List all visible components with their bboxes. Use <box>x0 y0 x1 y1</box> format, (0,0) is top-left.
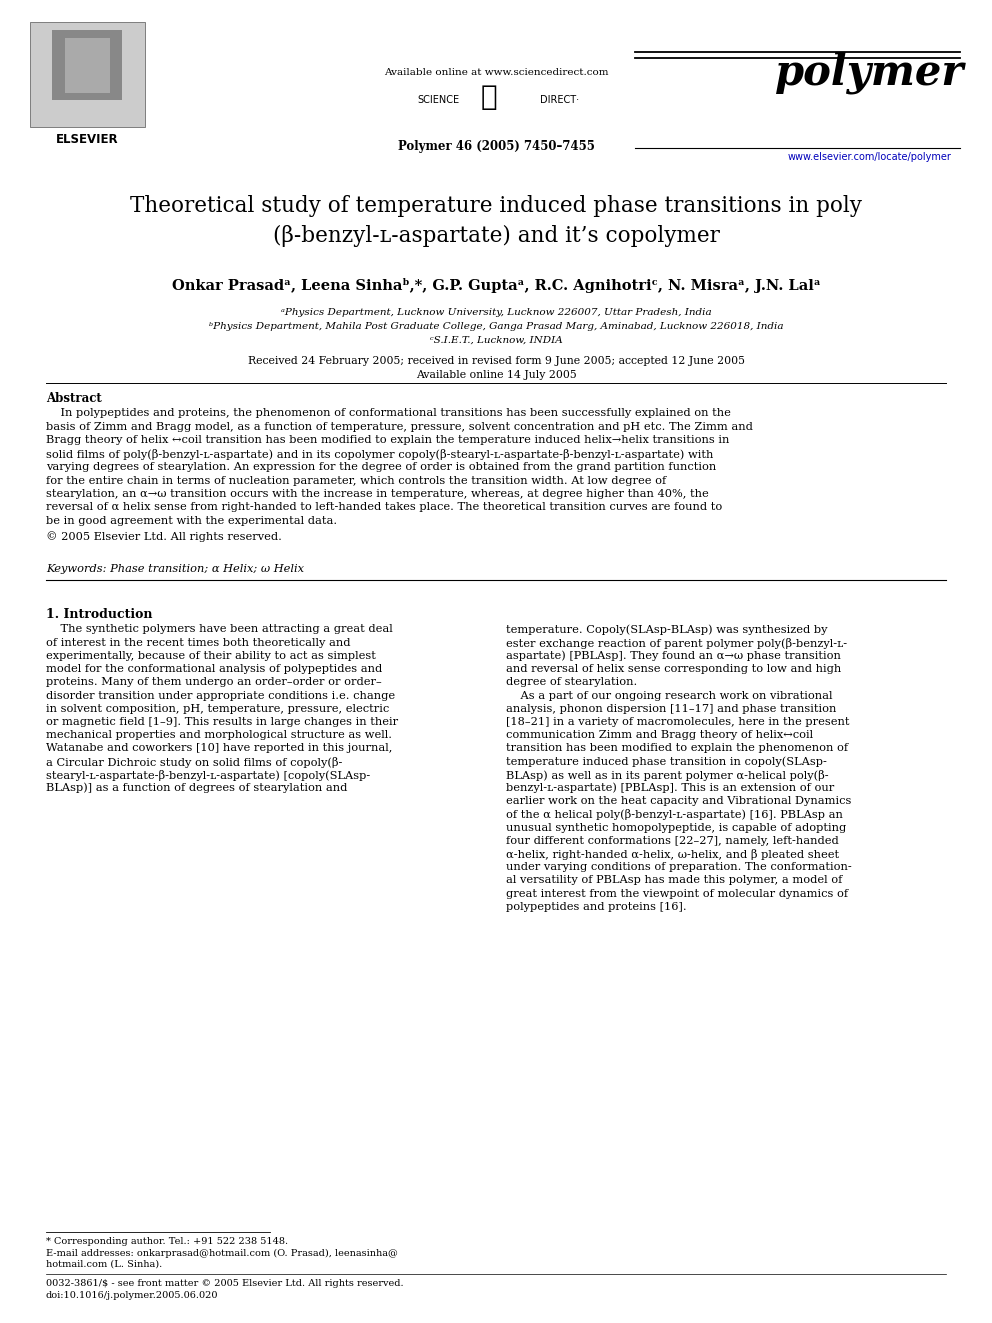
Text: (β-benzyl-ʟ-aspartate) and it’s copolymer: (β-benzyl-ʟ-aspartate) and it’s copolyme… <box>273 225 719 247</box>
Text: mechanical properties and morphological structure as well.: mechanical properties and morphological … <box>46 730 392 740</box>
Text: stearylation, an α→ω transition occurs with the increase in temperature, whereas: stearylation, an α→ω transition occurs w… <box>46 490 708 499</box>
Text: great interest from the viewpoint of molecular dynamics of: great interest from the viewpoint of mol… <box>506 889 848 898</box>
Text: of the α helical poly(β-benzyl-ʟ-aspartate) [16]. PBLAsp an: of the α helical poly(β-benzyl-ʟ-asparta… <box>506 810 843 820</box>
Text: degree of stearylation.: degree of stearylation. <box>506 677 637 688</box>
Text: analysis, phonon dispersion [11–17] and phase transition: analysis, phonon dispersion [11–17] and … <box>506 704 836 713</box>
Text: under varying conditions of preparation. The conformation-: under varying conditions of preparation.… <box>506 863 852 872</box>
Bar <box>65 38 110 93</box>
Text: transition has been modified to explain the phenomenon of: transition has been modified to explain … <box>506 744 848 753</box>
Text: polypeptides and proteins [16].: polypeptides and proteins [16]. <box>506 902 686 912</box>
Text: reversal of α helix sense from right-handed to left-handed takes place. The theo: reversal of α helix sense from right-han… <box>46 503 722 512</box>
Bar <box>52 30 122 101</box>
Text: al versatility of PBLAsp has made this polymer, a model of: al versatility of PBLAsp has made this p… <box>506 876 842 885</box>
Text: BLAsp)] as a function of degrees of stearylation and: BLAsp)] as a function of degrees of stea… <box>46 783 347 794</box>
Text: proteins. Many of them undergo an order–order or order–: proteins. Many of them undergo an order–… <box>46 677 382 688</box>
Text: in solvent composition, pH, temperature, pressure, electric: in solvent composition, pH, temperature,… <box>46 704 389 713</box>
Text: model for the conformational analysis of polypeptides and: model for the conformational analysis of… <box>46 664 382 675</box>
Text: communication Zimm and Bragg theory of helix↔coil: communication Zimm and Bragg theory of h… <box>506 730 813 740</box>
Text: disorder transition under appropriate conditions i.e. change: disorder transition under appropriate co… <box>46 691 395 700</box>
Text: varying degrees of stearylation. An expression for the degree of order is obtain: varying degrees of stearylation. An expr… <box>46 462 716 472</box>
Text: and reversal of helix sense corresponding to low and high: and reversal of helix sense correspondin… <box>506 664 841 675</box>
Text: Bragg theory of helix ↔coil transition has been modified to explain the temperat: Bragg theory of helix ↔coil transition h… <box>46 435 729 445</box>
Text: solid films of poly(β-benzyl-ʟ-aspartate) and in its copolymer copoly(β-stearyl-: solid films of poly(β-benzyl-ʟ-aspartate… <box>46 448 713 459</box>
Text: temperature. Copoly(SLAsp-BLAsp) was synthesized by: temperature. Copoly(SLAsp-BLAsp) was syn… <box>506 624 827 635</box>
Text: Watanabe and coworkers [10] have reported in this journal,: Watanabe and coworkers [10] have reporte… <box>46 744 393 753</box>
Text: Polymer 46 (2005) 7450–7455: Polymer 46 (2005) 7450–7455 <box>398 140 594 153</box>
Text: SCIENCE: SCIENCE <box>418 95 460 105</box>
Text: ᶜS.I.E.T., Lucknow, INDIA: ᶜS.I.E.T., Lucknow, INDIA <box>430 336 562 345</box>
Text: basis of Zimm and Bragg model, as a function of temperature, pressure, solvent c: basis of Zimm and Bragg model, as a func… <box>46 422 753 431</box>
Text: E-mail addresses: onkarprasad@hotmail.com (O. Prasad), leenasinha@: E-mail addresses: onkarprasad@hotmail.co… <box>46 1249 398 1258</box>
Text: [18–21] in a variety of macromolecules, here in the present: [18–21] in a variety of macromolecules, … <box>506 717 849 726</box>
Text: four different conformations [22–27], namely, left-handed: four different conformations [22–27], na… <box>506 836 839 845</box>
Text: Keywords: Phase transition; α Helix; ω Helix: Keywords: Phase transition; α Helix; ω H… <box>46 564 304 573</box>
Text: ᵃPhysics Department, Lucknow University, Lucknow 226007, Uttar Pradesh, India: ᵃPhysics Department, Lucknow University,… <box>281 308 711 318</box>
Text: for the entire chain in terms of nucleation parameter, which controls the transi: for the entire chain in terms of nucleat… <box>46 475 667 486</box>
Text: a Circular Dichroic study on solid films of copoly(β-: a Circular Dichroic study on solid films… <box>46 757 342 767</box>
Text: DIRECT·: DIRECT· <box>540 95 579 105</box>
Text: Available online at www.sciencedirect.com: Available online at www.sciencedirect.co… <box>384 67 608 77</box>
Text: © 2005 Elsevier Ltd. All rights reserved.: © 2005 Elsevier Ltd. All rights reserved… <box>46 532 282 542</box>
Text: earlier work on the heat capacity and Vibrational Dynamics: earlier work on the heat capacity and Vi… <box>506 796 851 806</box>
Text: * Corresponding author. Tel.: +91 522 238 5148.: * Corresponding author. Tel.: +91 522 23… <box>46 1237 288 1246</box>
Text: doi:10.1016/j.polymer.2005.06.020: doi:10.1016/j.polymer.2005.06.020 <box>46 1291 218 1301</box>
Text: of interest in the recent times both theoretically and: of interest in the recent times both the… <box>46 638 350 648</box>
Text: ester exchange reaction of parent polymer poly(β-benzyl-ʟ-: ester exchange reaction of parent polyme… <box>506 638 847 648</box>
Text: Received 24 February 2005; received in revised form 9 June 2005; accepted 12 Jun: Received 24 February 2005; received in r… <box>247 356 745 366</box>
Text: benzyl-ʟ-aspartate) [PBLAsp]. This is an extension of our: benzyl-ʟ-aspartate) [PBLAsp]. This is an… <box>506 783 834 794</box>
Text: In polypeptides and proteins, the phenomenon of conformational transitions has b: In polypeptides and proteins, the phenom… <box>46 407 731 418</box>
Text: 0032-3861/$ - see front matter © 2005 Elsevier Ltd. All rights reserved.: 0032-3861/$ - see front matter © 2005 El… <box>46 1279 404 1289</box>
Text: ⓐ: ⓐ <box>481 83 497 111</box>
Text: Abstract: Abstract <box>46 392 102 405</box>
Text: hotmail.com (L. Sinha).: hotmail.com (L. Sinha). <box>46 1259 163 1269</box>
Text: polymer: polymer <box>776 52 964 94</box>
Text: As a part of our ongoing research work on vibrational: As a part of our ongoing research work o… <box>506 691 832 700</box>
Bar <box>30 22 145 127</box>
Text: ELSEVIER: ELSEVIER <box>56 134 118 146</box>
Text: Theoretical study of temperature induced phase transitions in poly: Theoretical study of temperature induced… <box>130 194 862 217</box>
Text: Available online 14 July 2005: Available online 14 July 2005 <box>416 370 576 380</box>
Text: experimentally, because of their ability to act as simplest: experimentally, because of their ability… <box>46 651 376 662</box>
Text: www.elsevier.com/locate/polymer: www.elsevier.com/locate/polymer <box>788 152 952 161</box>
Text: ᵇPhysics Department, Mahila Post Graduate College, Ganga Prasad Marg, Aminabad, : ᵇPhysics Department, Mahila Post Graduat… <box>208 321 784 331</box>
Text: Onkar Prasadᵃ, Leena Sinhaᵇ,*, G.P. Guptaᵃ, R.C. Agnihotriᶜ, N. Misraᵃ, J.N. Lal: Onkar Prasadᵃ, Leena Sinhaᵇ,*, G.P. Gupt… <box>172 278 820 292</box>
Text: BLAsp) as well as in its parent polymer α-helical poly(β-: BLAsp) as well as in its parent polymer … <box>506 770 828 781</box>
Text: unusual synthetic homopolypeptide, is capable of adopting: unusual synthetic homopolypeptide, is ca… <box>506 823 846 832</box>
Text: or magnetic field [1–9]. This results in large changes in their: or magnetic field [1–9]. This results in… <box>46 717 398 726</box>
Text: temperature induced phase transition in copoly(SLAsp-: temperature induced phase transition in … <box>506 757 827 767</box>
Text: be in good agreement with the experimental data.: be in good agreement with the experiment… <box>46 516 337 527</box>
Text: 1. Introduction: 1. Introduction <box>46 607 153 620</box>
Text: stearyl-ʟ-aspartate-β-benzyl-ʟ-aspartate) [copoly(SLAsp-: stearyl-ʟ-aspartate-β-benzyl-ʟ-aspartate… <box>46 770 370 781</box>
Text: aspartate) [PBLAsp]. They found an α→ω phase transition: aspartate) [PBLAsp]. They found an α→ω p… <box>506 651 841 662</box>
Text: α-helix, right-handed α-helix, ω-helix, and β pleated sheet: α-helix, right-handed α-helix, ω-helix, … <box>506 849 839 860</box>
Text: The synthetic polymers have been attracting a great deal: The synthetic polymers have been attract… <box>46 624 393 635</box>
